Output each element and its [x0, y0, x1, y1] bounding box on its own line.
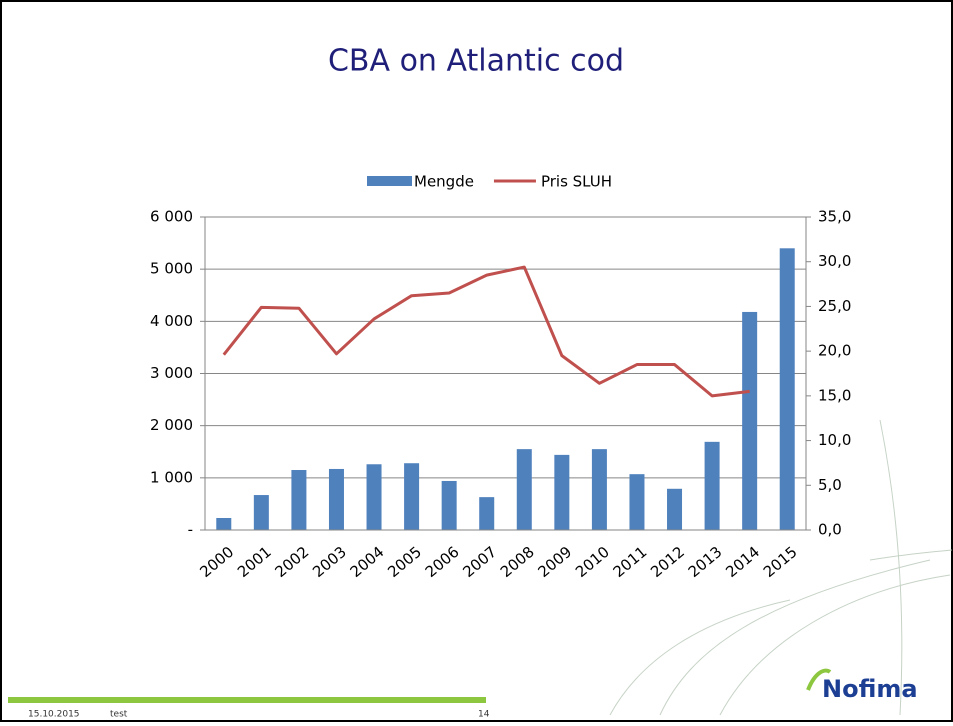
bar: [629, 474, 644, 530]
bar: [705, 442, 720, 530]
y-tick-label: -: [188, 521, 193, 539]
bar: [442, 481, 457, 530]
y-tick-label: 1 000: [150, 468, 193, 486]
bar: [667, 489, 682, 530]
y-tick-label: 6 000: [150, 208, 193, 226]
y2-tick-label: 25,0: [818, 297, 851, 315]
y2-tick-label: 35,0: [818, 208, 851, 226]
bar: [592, 449, 607, 530]
page: CBA on Atlantic cod 15.10.2015 test 14 N…: [0, 0, 953, 722]
bar: [367, 464, 382, 530]
footer-bar: [8, 697, 486, 703]
y-tick-label: 4 000: [150, 312, 193, 330]
bar: [742, 312, 757, 530]
y2-tick-label: 15,0: [818, 386, 851, 404]
slide-border: [1, 1, 952, 721]
logo: Nofima: [822, 675, 918, 703]
bar: [404, 463, 419, 530]
bar: [254, 495, 269, 530]
chart-title: CBA on Atlantic cod: [328, 44, 624, 79]
y2-tick-label: 10,0: [818, 431, 851, 449]
bar: [479, 497, 494, 530]
footer-label: test: [110, 710, 128, 720]
bar: [329, 469, 344, 530]
bar: [517, 449, 532, 530]
bar: [216, 518, 231, 530]
y-tick-label: 5 000: [150, 260, 193, 278]
bar: [554, 455, 569, 530]
bar: [291, 470, 306, 530]
legend-swatch: [367, 176, 412, 186]
legend-label: Pris SLUH: [541, 173, 612, 191]
legend-label: Mengde: [414, 173, 474, 191]
y2-tick-label: 0,0: [818, 521, 842, 539]
bar: [780, 248, 795, 530]
footer-date: 15.10.2015: [28, 710, 80, 720]
slide: CBA on Atlantic cod 15.10.2015 test 14 N…: [0, 0, 953, 722]
y-tick-label: 2 000: [150, 416, 193, 434]
page-number: 14: [478, 710, 490, 720]
y2-tick-label: 5,0: [818, 476, 842, 494]
y-tick-label: 3 000: [150, 364, 193, 382]
y2-tick-label: 20,0: [818, 342, 851, 360]
y2-tick-label: 30,0: [818, 252, 851, 270]
